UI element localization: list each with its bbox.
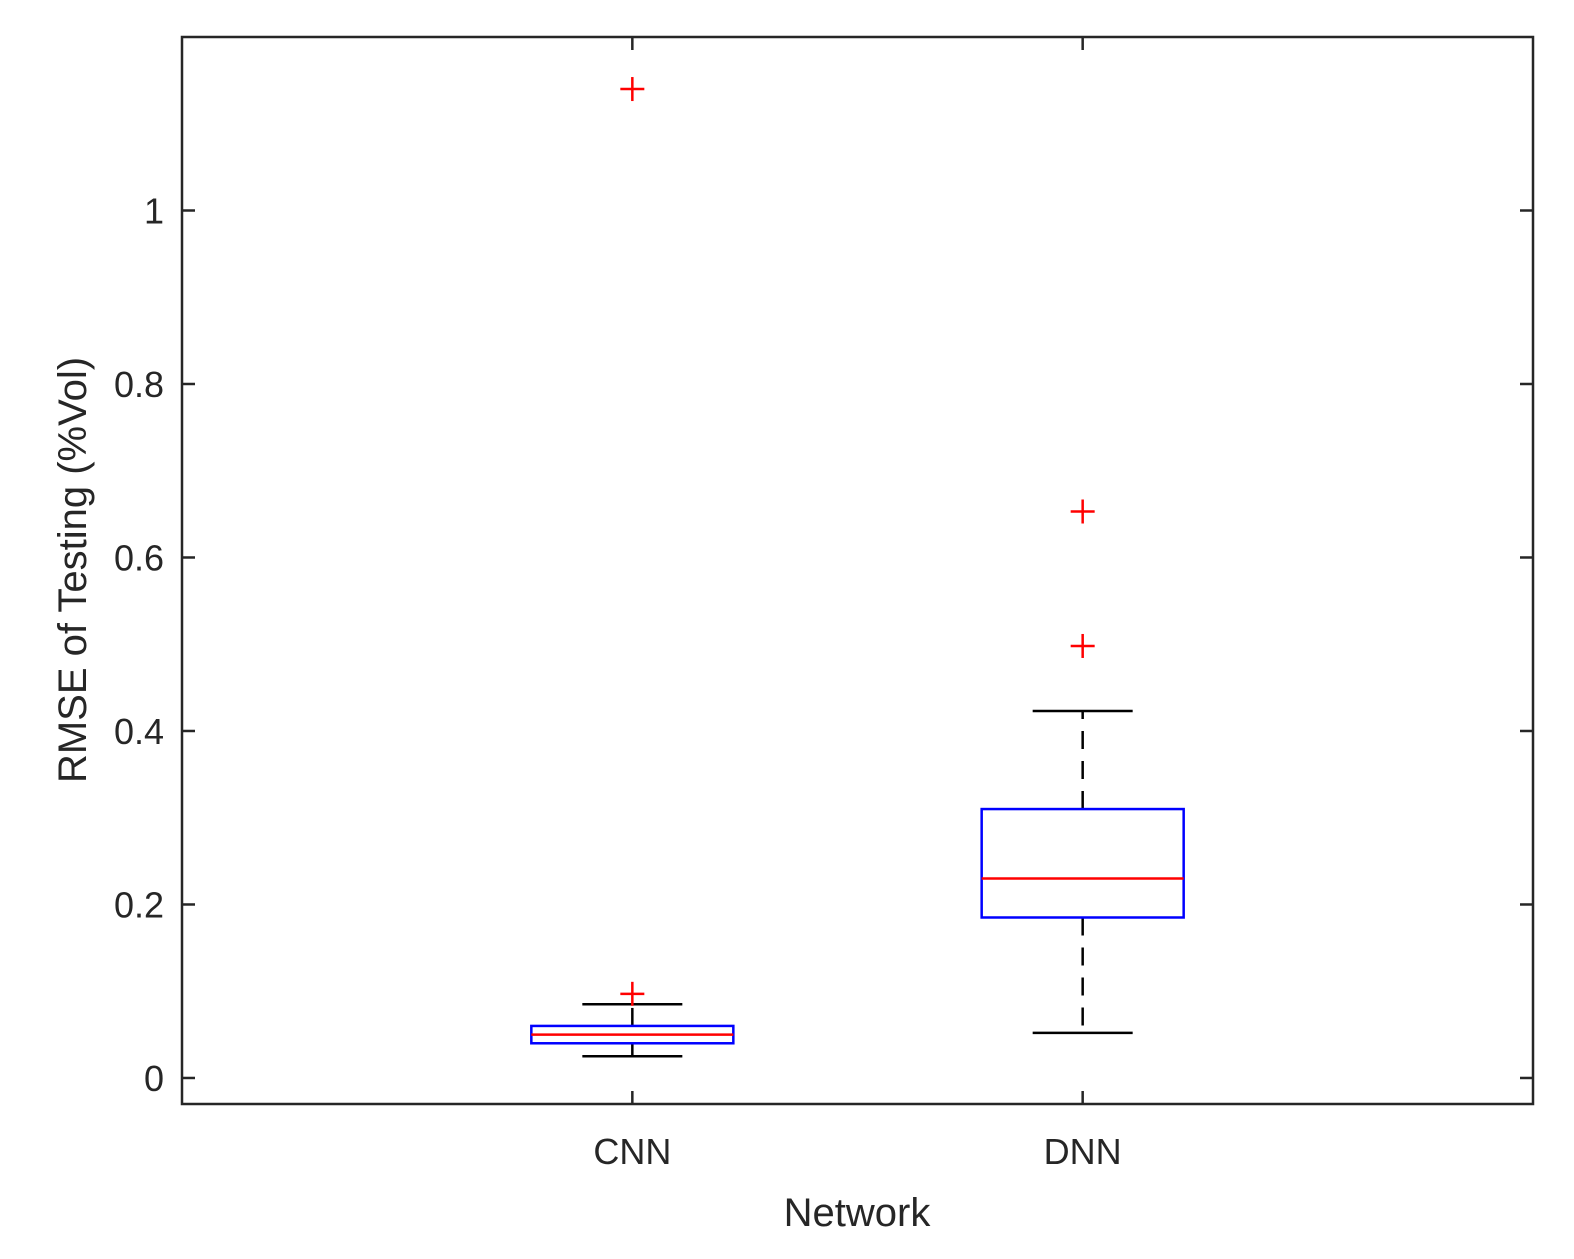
y-tick-label: 0.6 <box>114 537 164 578</box>
x-axis-title: Network <box>784 1191 932 1235</box>
ticks-layer: 0 0.2 0.4 0.6 0.8 1 CNN DNN <box>114 37 1533 1172</box>
y-tick-label: 1 <box>144 190 164 231</box>
outlier-cnn <box>620 77 645 102</box>
boxes-layer <box>530 77 1185 1058</box>
box-dnn <box>980 807 1185 919</box>
x-tick-label-cnn: CNN <box>593 1131 671 1172</box>
y-tick-label: 0.2 <box>114 884 164 925</box>
outlier-cnn <box>620 981 645 1006</box>
y-tick-label: 0 <box>144 1058 164 1099</box>
y-axis-title: RMSE of Testing (%Vol) <box>51 357 95 783</box>
x-tick-label-dnn: DNN <box>1044 1131 1122 1172</box>
outlier-dnn <box>1070 499 1095 524</box>
y-tick-label: 0.4 <box>114 711 164 752</box>
plot-area <box>182 37 1533 1104</box>
y-tick-label: 0.8 <box>114 364 164 405</box>
axes-frame <box>180 35 1535 1106</box>
outlier-dnn <box>1070 633 1095 658</box>
